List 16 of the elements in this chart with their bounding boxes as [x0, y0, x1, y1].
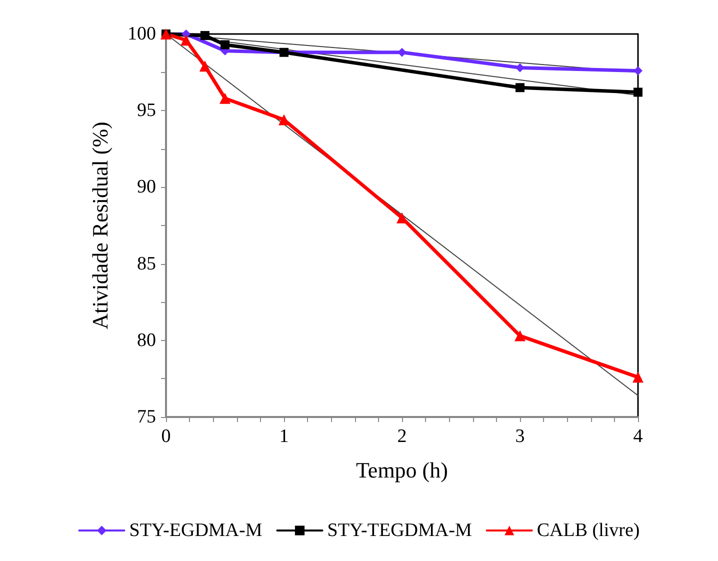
x-axis-title: Tempo (h) — [356, 458, 448, 482]
y-tick-label: 80 — [137, 330, 156, 351]
y-tick-label: 100 — [128, 24, 156, 44]
x-tick-label: 0 — [161, 426, 171, 447]
x-tick-label: 1 — [279, 426, 289, 447]
y-tick-label: 90 — [137, 176, 156, 198]
x-tick-label: 2 — [397, 426, 407, 447]
legend-label: STY-TEGDMA-M — [327, 520, 472, 541]
y-tick-label: 75 — [137, 406, 156, 428]
legend-label: CALB (livre) — [536, 520, 640, 541]
y-tick-label: 85 — [137, 253, 156, 274]
y-axis-title: Atividade Residual (%) — [88, 122, 112, 330]
x-tick-label: 3 — [515, 426, 525, 447]
y-tick-label: 95 — [137, 100, 156, 122]
legend-label: STY-EGDMA-M — [129, 520, 262, 541]
x-tick-label: 4 — [633, 426, 644, 447]
